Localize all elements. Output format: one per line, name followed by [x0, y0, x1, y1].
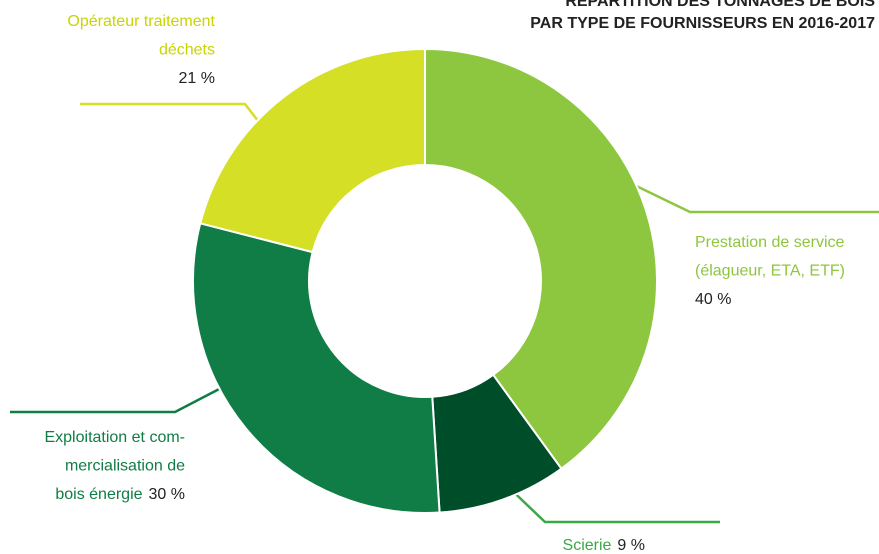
category-label: déchets	[159, 42, 215, 59]
chart-title: PAR TYPE DE FOURNISSEURS EN 2016-2017	[530, 15, 875, 32]
value-label: 9 %	[617, 537, 645, 554]
category-label: déchets	[159, 42, 215, 59]
leader-line	[80, 102, 263, 127]
category-label: bois énergie 30 %	[55, 486, 185, 503]
value-label: 30 %	[149, 486, 185, 503]
donut-slice	[199, 47, 426, 254]
category-label: mercialisation de	[65, 458, 185, 475]
value-label: 40 %	[695, 291, 731, 308]
chart-title: RÉPARTITION DES TONNAGES DE BOIS	[565, 0, 875, 10]
category-label: Exploitation et com-	[44, 429, 185, 446]
category-label: bois énergie	[55, 486, 142, 503]
category-label: Opérateur traitement	[67, 13, 215, 30]
category-label: (élagueur, ETA, ETF)	[695, 263, 845, 280]
category-label: Scierie 9 %	[563, 537, 645, 554]
leader-line	[10, 384, 226, 414]
category-label: Prestation de service	[695, 234, 845, 251]
category-label: (élagueur, ETA, ETF)	[695, 263, 845, 280]
category-label: Opérateur traitement	[67, 13, 215, 30]
leader-line	[629, 181, 879, 214]
category-label: Prestation de service	[695, 234, 845, 251]
category-label: Exploitation et com-	[44, 429, 185, 446]
donut-slice	[192, 222, 441, 514]
category-label: Scierie	[563, 537, 612, 554]
category-label: mercialisation de	[65, 458, 185, 475]
donut-slice	[424, 47, 658, 471]
value-label: 21 %	[179, 70, 215, 87]
